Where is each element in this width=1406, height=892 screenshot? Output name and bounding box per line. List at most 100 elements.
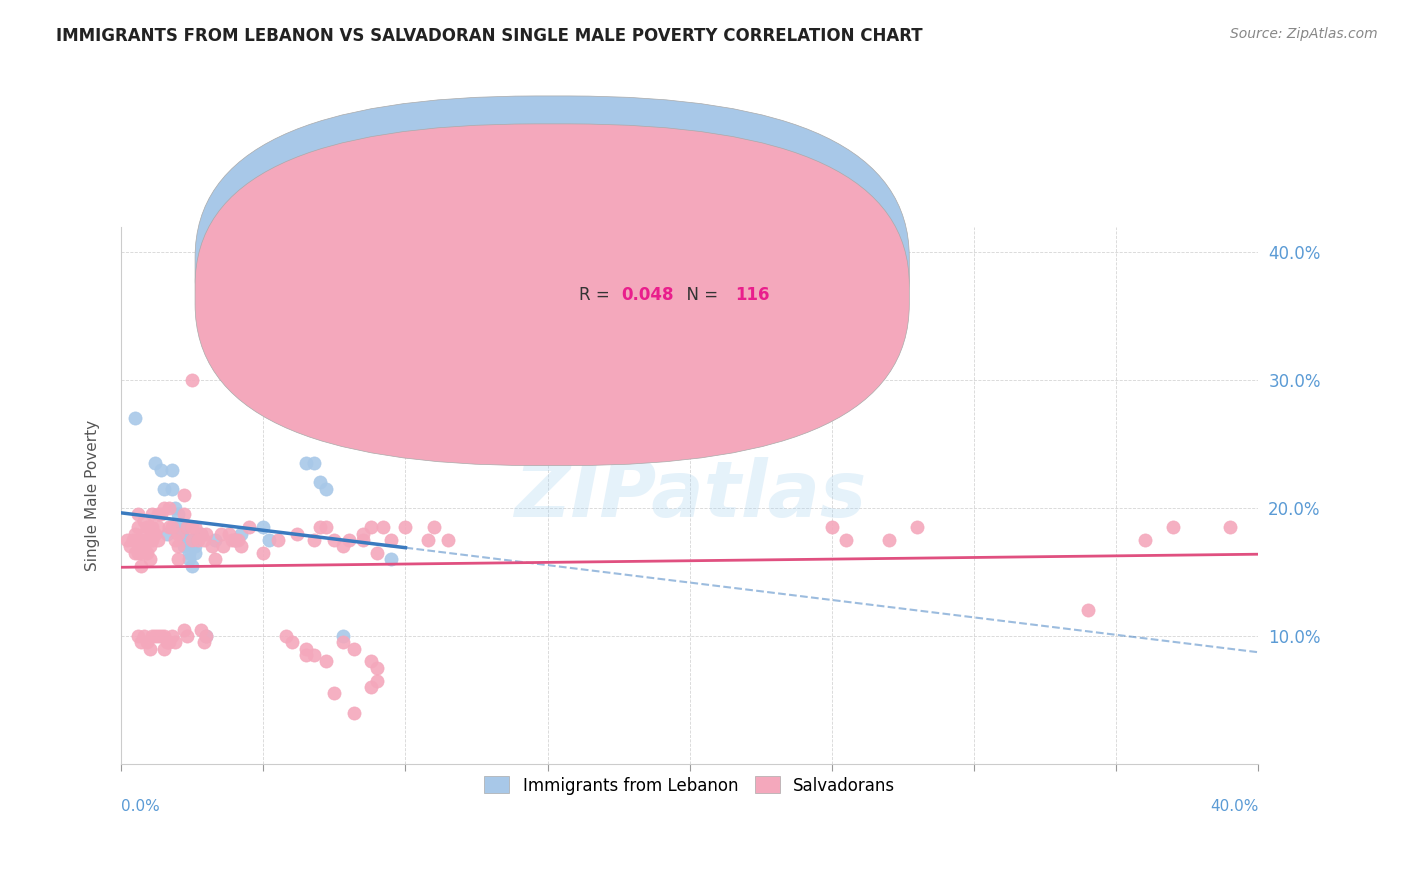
Point xyxy=(193,533,215,547)
Point xyxy=(152,482,174,496)
Point xyxy=(173,520,195,534)
Point xyxy=(252,546,274,560)
Point xyxy=(1077,603,1099,617)
Point xyxy=(173,539,195,553)
Point xyxy=(394,520,416,534)
Point xyxy=(309,520,332,534)
Legend: Immigrants from Lebanon, Salvadorans: Immigrants from Lebanon, Salvadorans xyxy=(478,770,903,801)
Point xyxy=(173,623,195,637)
Point xyxy=(295,641,318,656)
Point xyxy=(127,546,149,560)
Point xyxy=(315,360,337,375)
Point xyxy=(366,546,388,560)
Point xyxy=(252,520,274,534)
Point xyxy=(190,526,212,541)
Point xyxy=(238,520,260,534)
Point xyxy=(187,533,209,547)
Point xyxy=(315,520,337,534)
Text: 0.048: 0.048 xyxy=(621,285,673,304)
Point xyxy=(132,539,155,553)
Point xyxy=(184,520,207,534)
Point xyxy=(418,533,440,547)
Point xyxy=(149,508,172,522)
Point xyxy=(173,508,195,522)
Point xyxy=(124,411,146,425)
Point xyxy=(1133,533,1156,547)
Text: 116: 116 xyxy=(735,285,770,304)
FancyBboxPatch shape xyxy=(524,251,821,310)
Point xyxy=(229,526,252,541)
Point xyxy=(201,539,224,553)
Point xyxy=(138,552,160,566)
Point xyxy=(127,508,149,522)
Point xyxy=(380,533,402,547)
Point xyxy=(343,706,366,720)
Point xyxy=(195,526,218,541)
Point xyxy=(224,533,246,547)
Point xyxy=(129,558,152,573)
Point xyxy=(159,500,181,515)
Point xyxy=(173,488,195,502)
Point xyxy=(167,539,190,553)
Point xyxy=(212,539,235,553)
FancyBboxPatch shape xyxy=(195,96,910,438)
Point xyxy=(184,546,207,560)
Point xyxy=(179,546,201,560)
Point xyxy=(135,546,157,560)
Point xyxy=(173,533,195,547)
Point xyxy=(176,629,198,643)
Point xyxy=(124,546,146,560)
Point xyxy=(380,552,402,566)
Point xyxy=(135,520,157,534)
Point xyxy=(360,655,382,669)
Point xyxy=(152,641,174,656)
Point xyxy=(176,520,198,534)
Point xyxy=(159,635,181,649)
Point xyxy=(121,533,143,547)
Point xyxy=(323,533,346,547)
Point xyxy=(165,635,187,649)
Point xyxy=(181,533,204,547)
Point xyxy=(179,552,201,566)
Point xyxy=(156,526,179,541)
Point xyxy=(146,533,169,547)
Point xyxy=(167,526,190,541)
Point xyxy=(181,558,204,573)
Point xyxy=(332,539,354,553)
Point xyxy=(162,520,184,534)
Point xyxy=(181,533,204,547)
Point xyxy=(149,629,172,643)
Text: 40.0%: 40.0% xyxy=(1211,798,1258,814)
Point xyxy=(835,533,858,547)
Point xyxy=(360,680,382,694)
Point xyxy=(146,520,169,534)
Point xyxy=(360,520,382,534)
Point xyxy=(209,526,232,541)
Point xyxy=(127,629,149,643)
Point xyxy=(423,520,446,534)
Point xyxy=(138,641,160,656)
Point xyxy=(146,629,169,643)
Point xyxy=(118,539,141,553)
Point xyxy=(149,462,172,476)
Point xyxy=(352,526,374,541)
Point xyxy=(124,526,146,541)
Point xyxy=(159,520,181,534)
Text: 35: 35 xyxy=(735,258,758,276)
Point xyxy=(152,500,174,515)
Point xyxy=(905,520,928,534)
Point xyxy=(162,629,184,643)
Text: ZIPatlas: ZIPatlas xyxy=(513,458,866,533)
Point xyxy=(337,533,360,547)
Text: R =: R = xyxy=(579,258,616,276)
Point xyxy=(162,462,184,476)
Point xyxy=(152,629,174,643)
Point xyxy=(162,482,184,496)
Point xyxy=(366,661,388,675)
Point xyxy=(132,629,155,643)
Point xyxy=(165,533,187,547)
Point xyxy=(343,641,366,656)
Point xyxy=(143,456,166,470)
Point xyxy=(437,533,460,547)
Point xyxy=(295,456,318,470)
